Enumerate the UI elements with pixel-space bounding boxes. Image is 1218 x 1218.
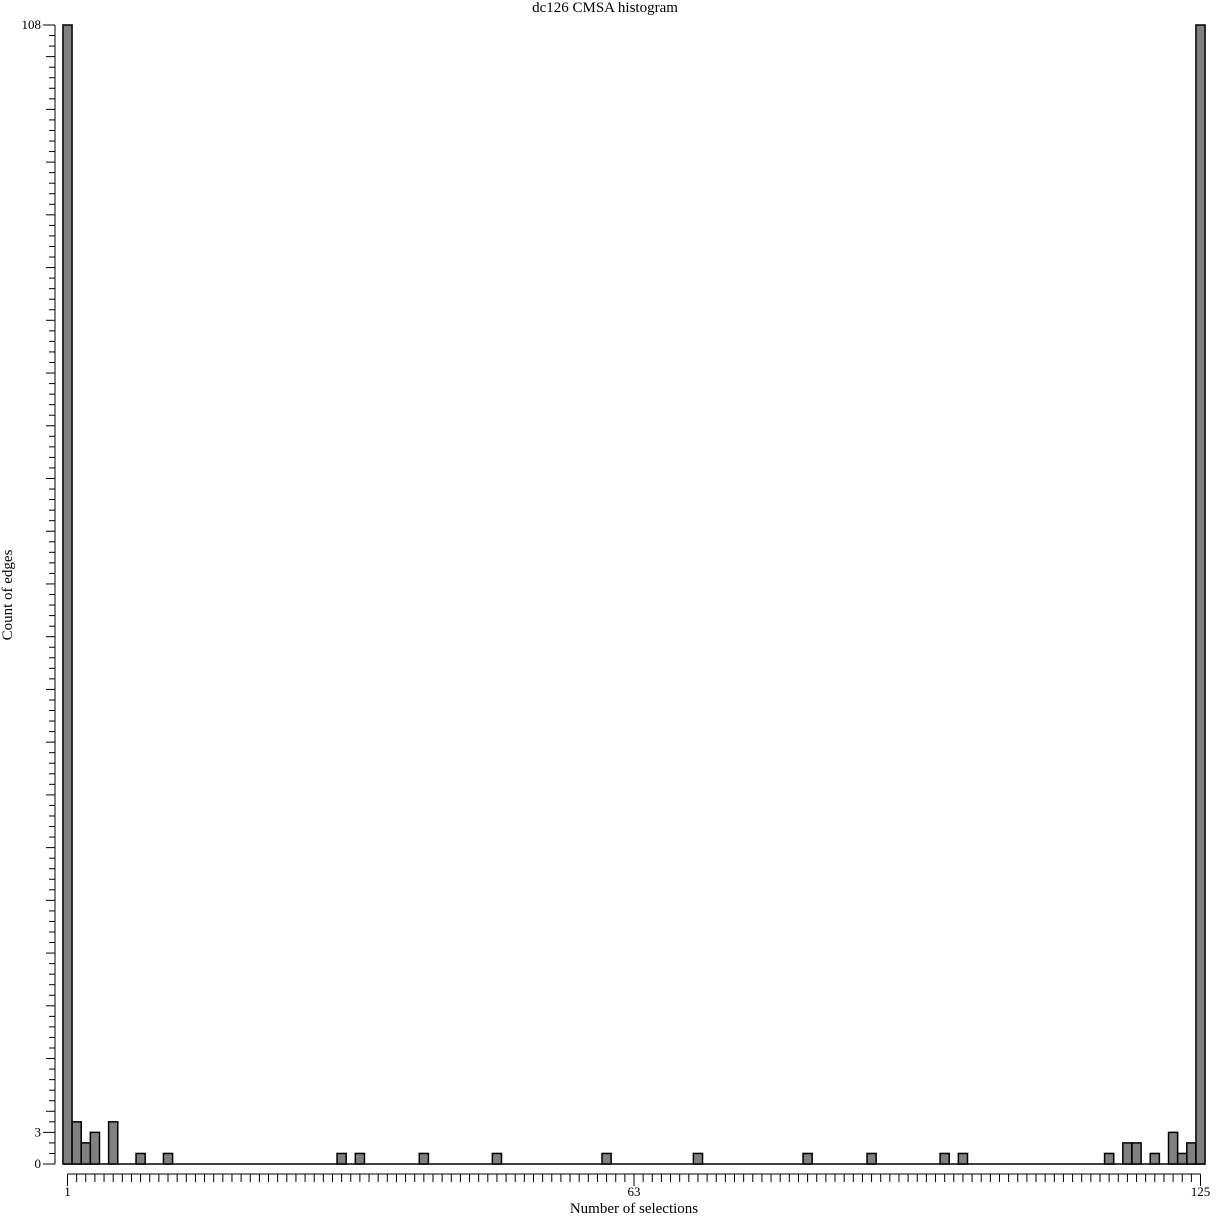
bar-124: [1186, 1142, 1197, 1165]
bar-99: [957, 1152, 969, 1165]
bar-97: [939, 1152, 950, 1165]
bar-48: [491, 1152, 503, 1165]
bar-6: [107, 1121, 119, 1165]
bar-115: [1103, 1152, 1115, 1165]
bar-82: [802, 1152, 813, 1165]
bar-60: [601, 1152, 612, 1165]
x-tick-label-63: 63: [628, 1184, 641, 1199]
bar-122: [1167, 1131, 1179, 1165]
bar-89: [866, 1152, 877, 1165]
bar-1: [62, 24, 73, 1165]
bar-group: [62, 24, 1206, 1165]
y-axis-label: Count of edges: [0, 549, 16, 640]
bar-12: [162, 1152, 174, 1165]
bar-70: [692, 1152, 704, 1165]
x-tick-label-125: 125: [1191, 1184, 1211, 1199]
bar-2: [71, 1121, 82, 1165]
bar-3: [80, 1142, 92, 1165]
axes-group: 0 3 108 1 63 125: [22, 17, 1211, 1199]
y-tick-label-0: 0: [35, 1156, 42, 1171]
bar-118: [1131, 1142, 1142, 1165]
x-axis-label: Number of selections: [570, 1201, 698, 1217]
bar-9: [135, 1152, 146, 1165]
bar-31: [336, 1152, 347, 1165]
chart-title: dc126 CMSA histogram: [532, 0, 678, 16]
bar-4: [89, 1131, 101, 1165]
y-tick-label-3: 3: [35, 1124, 42, 1139]
x-tick-label-1: 1: [64, 1184, 71, 1199]
y-tick-label-108: 108: [22, 17, 42, 32]
bar-125: [1195, 24, 1206, 1165]
bar-40: [418, 1152, 430, 1165]
bar-33: [354, 1152, 366, 1165]
bar-120: [1149, 1152, 1161, 1165]
bar-117: [1122, 1142, 1133, 1165]
bar-123: [1176, 1152, 1188, 1165]
